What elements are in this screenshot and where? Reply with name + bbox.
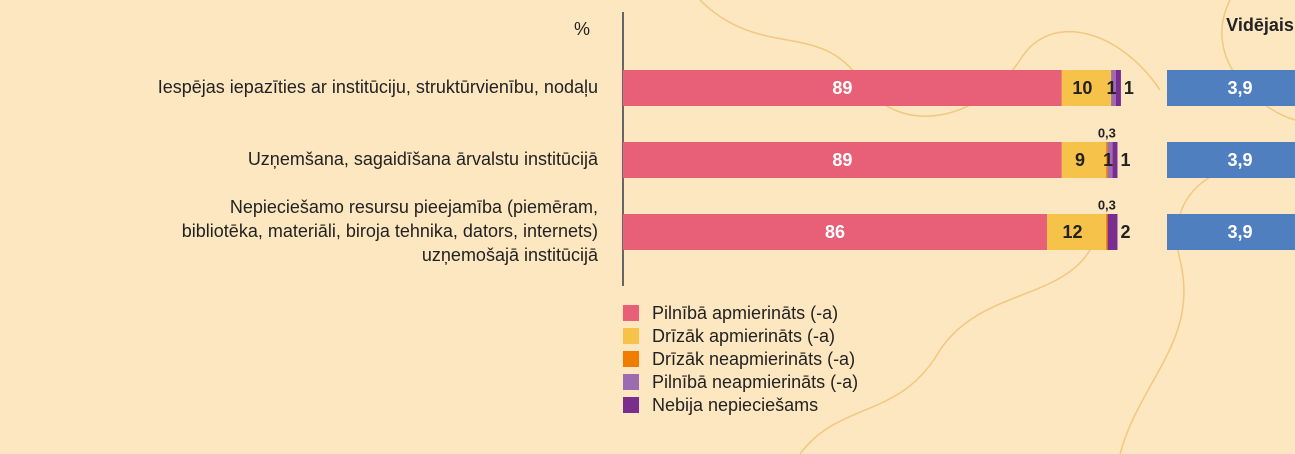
average-label: 3,9 <box>1227 78 1252 98</box>
bar-segment <box>623 70 1062 106</box>
value-label: 10 <box>1072 78 1092 98</box>
value-label: 2 <box>1120 222 1130 242</box>
value-label: 12 <box>1063 222 1083 242</box>
unit-label: % <box>574 19 590 39</box>
bar-segment <box>1046 214 1107 250</box>
average-bar <box>1167 142 1295 178</box>
category-label: uzņemošajā institūcijā <box>422 245 599 265</box>
bar-segment <box>1106 142 1108 178</box>
bar-segment <box>1106 214 1108 250</box>
bar-segment <box>1116 70 1121 106</box>
value-label: 86 <box>825 222 845 242</box>
value-label: 1 <box>1120 150 1130 170</box>
average-label: 3,9 <box>1227 150 1252 170</box>
legend-label: Drīzāk neapmierināts (-a) <box>652 349 855 369</box>
bar-segment <box>623 214 1047 250</box>
bar-segment <box>1107 214 1118 250</box>
bar-segment <box>1061 142 1107 178</box>
average-title: Vidējais <box>1226 15 1294 35</box>
legend-label: Pilnībā neapmierināts (-a) <box>652 372 858 392</box>
bar-segment <box>1061 70 1112 106</box>
value-label: 1 <box>1124 78 1134 98</box>
legend-swatch <box>623 374 639 390</box>
category-label: Uzņemšana, sagaidīšana ārvalstu institūc… <box>248 149 599 169</box>
value-label: 89 <box>832 150 852 170</box>
value-label: 0,3 <box>1098 197 1116 212</box>
decoration <box>699 0 1295 454</box>
bar-segment <box>623 142 1062 178</box>
legend-label: Pilnībā apmierināts (-a) <box>652 303 838 323</box>
legend-swatch <box>623 397 639 413</box>
bar-segment <box>1111 70 1116 106</box>
value-label: 89 <box>832 78 852 98</box>
bar-segment <box>1107 142 1113 178</box>
category-label: Nepieciešamo resursu pieejamība (piemēra… <box>230 197 598 217</box>
average-bar <box>1167 70 1295 106</box>
legend-swatch <box>623 328 639 344</box>
value-label: 9 <box>1075 150 1085 170</box>
legend-label: Nebija nepieciešams <box>652 395 818 415</box>
category-label: Iespējas iepazīties ar institūciju, stru… <box>158 77 598 97</box>
bar-segment <box>1112 142 1118 178</box>
legend-label: Drīzāk apmierināts (-a) <box>652 326 835 346</box>
value-label: 1 <box>1103 150 1113 170</box>
category-label: bibliotēka, materiāli, biroja tehnika, d… <box>182 221 598 241</box>
value-label: 1 <box>1107 78 1117 98</box>
average-bar <box>1167 214 1295 250</box>
average-label: 3,9 <box>1227 222 1252 242</box>
legend-swatch <box>623 305 639 321</box>
legend-swatch <box>623 351 639 367</box>
value-label: 0,3 <box>1098 125 1116 140</box>
